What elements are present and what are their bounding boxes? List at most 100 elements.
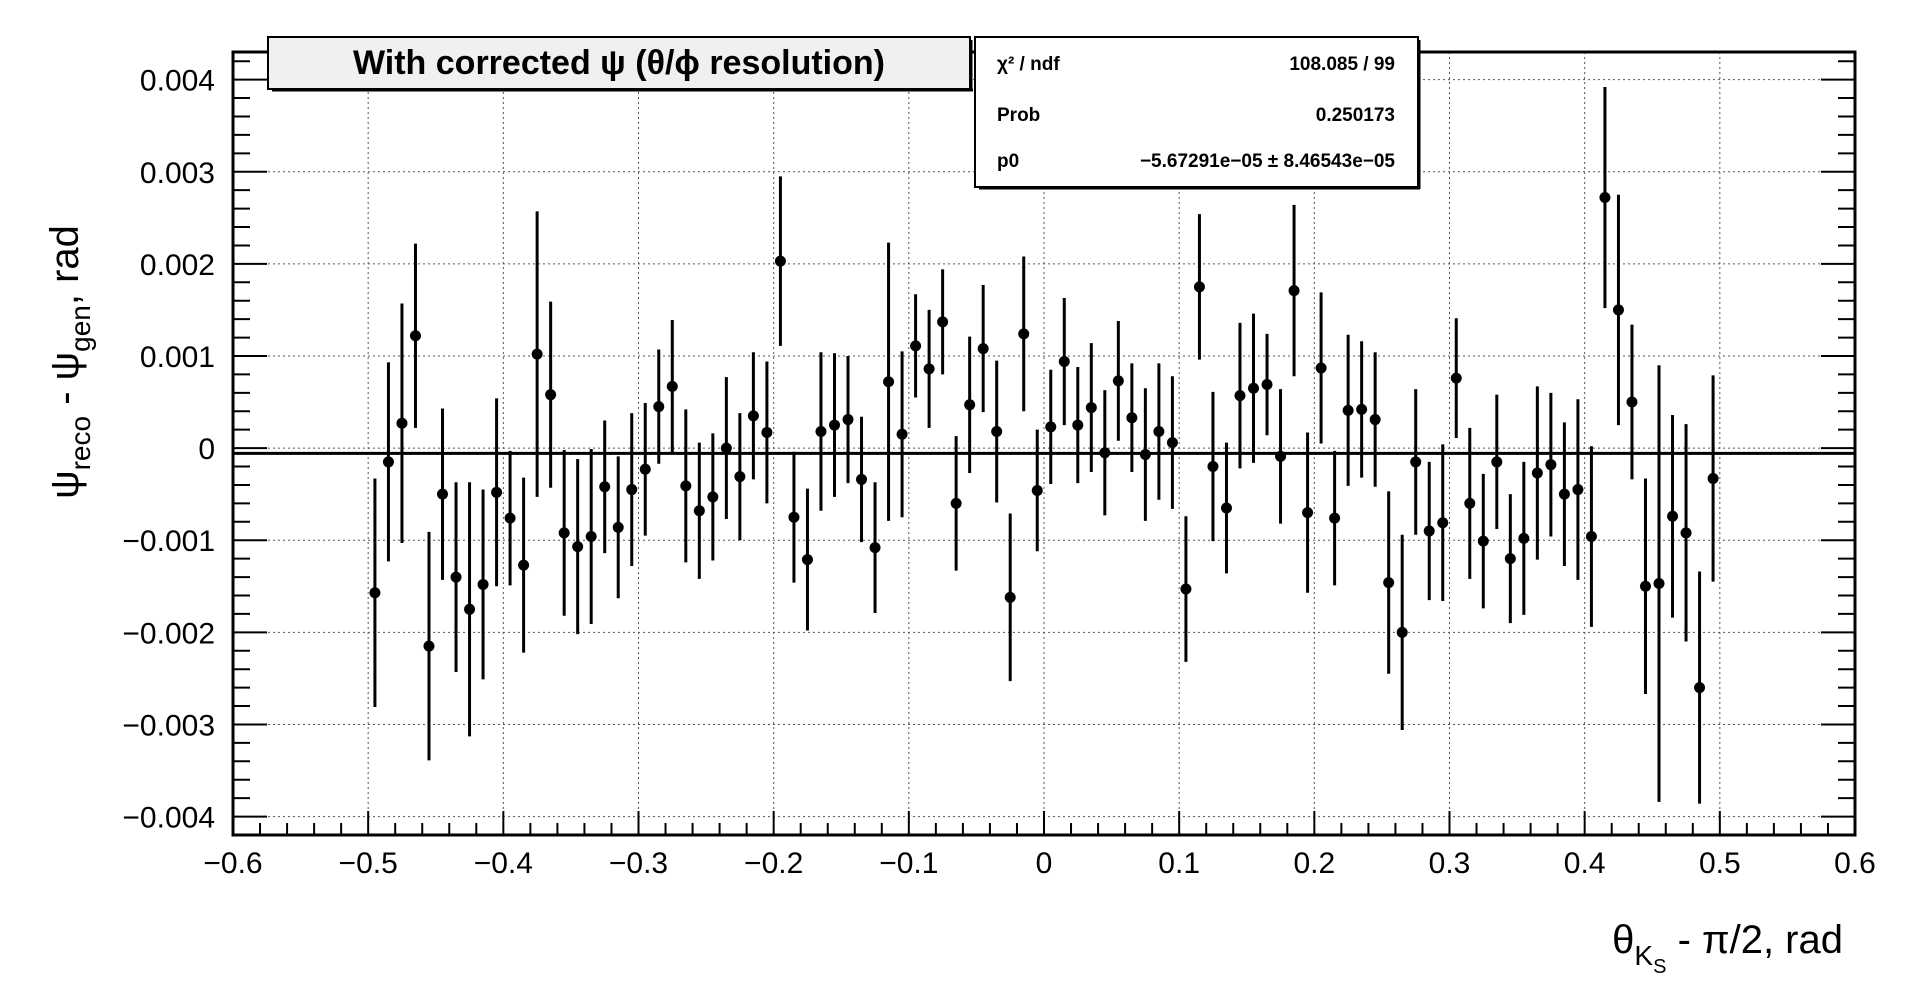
data-point <box>1612 304 1624 316</box>
data-point <box>761 426 773 438</box>
data-point <box>1504 553 1516 565</box>
data-point <box>491 486 503 498</box>
data-point <box>626 484 638 496</box>
data-point <box>720 442 732 454</box>
data-point <box>1248 382 1260 394</box>
data-point <box>1450 372 1462 384</box>
data-point <box>437 488 449 500</box>
data-point <box>1045 421 1057 433</box>
data-point <box>639 463 651 475</box>
data-point <box>977 343 989 355</box>
data-point <box>950 497 962 509</box>
data-point <box>1518 532 1530 544</box>
stats-box-frame <box>974 36 1419 188</box>
x-axis-title: θKS - π/2, rad <box>1612 918 1843 978</box>
data-point <box>1423 525 1435 537</box>
data-point <box>1342 404 1354 416</box>
data-point <box>1572 484 1584 496</box>
data-point <box>734 471 746 483</box>
data-point <box>1653 578 1665 590</box>
data-point <box>1599 192 1611 204</box>
data-point <box>1153 426 1165 438</box>
data-point <box>1383 577 1395 589</box>
y-title-sub-gen: gen <box>65 305 96 352</box>
data-point <box>937 316 949 328</box>
x-tick-label: −0.3 <box>609 847 668 880</box>
data-point <box>1193 281 1205 293</box>
data-point <box>747 410 759 422</box>
data-point <box>666 380 678 392</box>
data-point <box>612 521 624 533</box>
data-point <box>585 531 597 543</box>
data-point <box>1220 502 1232 514</box>
y-tick-label: 0.003 <box>140 157 215 190</box>
stat-label-p0: p0 <box>997 151 1019 172</box>
data-point <box>572 541 584 553</box>
y-tick-label: 0.001 <box>140 341 215 374</box>
data-point <box>869 542 881 554</box>
data-point <box>1680 527 1692 539</box>
x-tick-label: −0.6 <box>203 847 262 880</box>
data-point <box>1207 461 1219 473</box>
data-point <box>1085 402 1097 414</box>
stat-label-prob: Prob <box>997 105 1040 126</box>
data-point <box>828 419 840 431</box>
data-point <box>1639 580 1651 592</box>
axis-ticks <box>232 60 1856 836</box>
data-point <box>382 456 394 468</box>
data-point <box>774 255 786 267</box>
data-point <box>1302 507 1314 519</box>
y-title-minus-psi: - ψ <box>43 352 87 416</box>
x-tick-label: 0.1 <box>1158 847 1200 880</box>
data-point <box>558 527 570 539</box>
stats-box: χ² / ndf 108.085 / 99 Prob 0.250173 p0 −… <box>974 36 1421 190</box>
data-point <box>1004 591 1016 603</box>
data-point <box>1288 285 1300 297</box>
data-point <box>1112 375 1124 387</box>
data-point <box>1329 512 1341 524</box>
stat-value-prob: 0.250173 <box>1316 105 1395 126</box>
data-point <box>1072 419 1084 431</box>
data-point <box>518 559 530 571</box>
y-tick-label: 0 <box>198 433 215 466</box>
x-title-rest: - π/2, rad <box>1666 918 1843 962</box>
x-title-subsub: S <box>1653 956 1666 978</box>
data-point <box>409 330 421 342</box>
data-point <box>1410 456 1422 468</box>
x-tick-label: 0.4 <box>1564 847 1606 880</box>
x-tick-label: 0.5 <box>1699 847 1741 880</box>
y-axis-title: ψreco - ψgen, rad <box>43 225 96 499</box>
data-point <box>842 414 854 426</box>
data-point <box>1464 497 1476 509</box>
data-point <box>1437 517 1449 529</box>
data-point <box>1356 403 1368 415</box>
data-point <box>693 505 705 517</box>
data-point <box>1558 488 1570 500</box>
y-title-psi: ψ <box>43 470 87 499</box>
x-tick-label: −0.2 <box>744 847 803 880</box>
data-point <box>923 363 935 375</box>
data-point <box>1099 447 1111 459</box>
x-tick-label: 0 <box>1036 847 1053 880</box>
y-tick-label: −0.002 <box>122 617 215 650</box>
data-point <box>1166 437 1178 449</box>
data-point <box>1275 450 1287 462</box>
x-tick-label: −0.5 <box>339 847 398 880</box>
title-box: With corrected ψ (θ/ϕ resolution) <box>267 36 973 92</box>
data-point <box>1180 583 1192 595</box>
data-point <box>680 480 692 492</box>
data-point <box>883 376 895 388</box>
y-tick-label: −0.004 <box>122 802 215 835</box>
data-point <box>1707 473 1719 485</box>
x-tick-label: −0.4 <box>474 847 533 880</box>
data-point <box>991 426 1003 438</box>
data-point <box>1234 390 1246 402</box>
data-point <box>1261 379 1273 391</box>
data-point <box>1315 362 1327 374</box>
data-point <box>707 491 719 503</box>
data-point <box>896 428 908 440</box>
data-point <box>545 389 557 401</box>
y-tick-label: 0.002 <box>140 249 215 282</box>
data-point <box>450 571 462 583</box>
data-point <box>1031 484 1043 496</box>
